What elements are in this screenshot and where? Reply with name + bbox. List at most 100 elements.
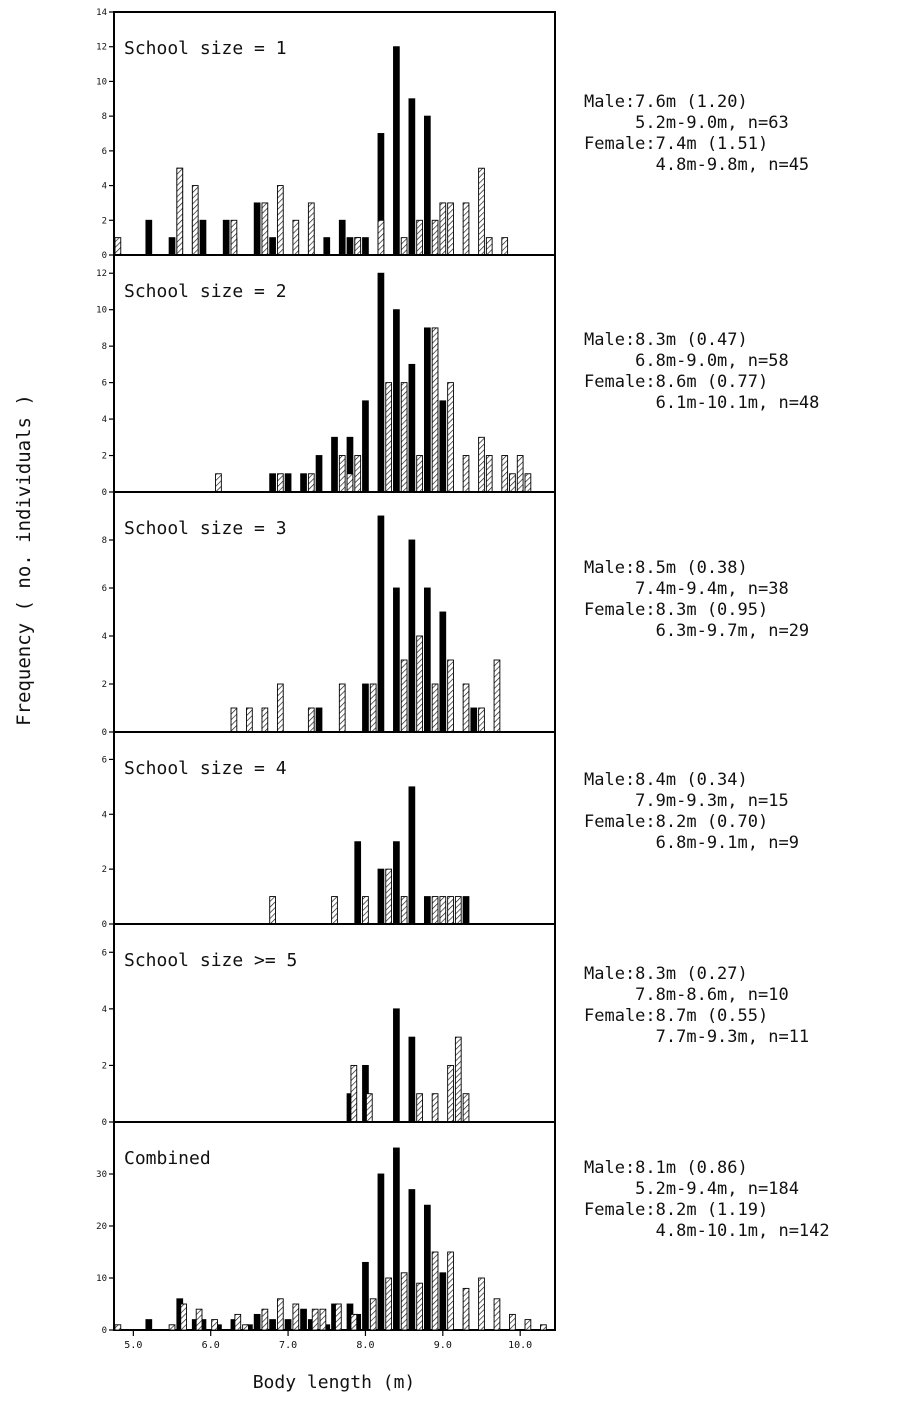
bar-female — [416, 635, 423, 733]
bar-male — [284, 1319, 292, 1331]
stats-line: Male:8.5m (0.38) — [584, 558, 748, 578]
stats-line: 7.8m-8.6m, n=10 — [584, 985, 789, 1005]
bar-female — [350, 1313, 358, 1331]
bar-female — [416, 219, 423, 256]
bar-male — [393, 841, 400, 925]
y-tick-label: 4 — [102, 415, 107, 425]
y-tick-label: 20 — [96, 1222, 107, 1232]
bar-female — [454, 1036, 462, 1123]
bar-female — [191, 185, 199, 256]
bar-male — [300, 1308, 307, 1331]
y-tick-label: 6 — [102, 948, 107, 958]
stats-line: Female:8.3m (0.95) — [584, 600, 769, 620]
bar-male — [408, 1189, 416, 1331]
bar-female — [385, 382, 393, 493]
stats-line: Male:8.3m (0.27) — [584, 964, 748, 984]
bar-male — [393, 46, 400, 256]
bar-female — [307, 473, 315, 493]
bar-female — [354, 455, 362, 493]
bar-female — [311, 1308, 319, 1331]
bar-female — [478, 1277, 485, 1331]
y-tick-label: 2 — [102, 680, 107, 690]
bar-male — [377, 1173, 385, 1331]
y-tick-label: 0 — [102, 251, 107, 261]
bar-male — [393, 587, 400, 733]
y-tick-label: 2 — [102, 216, 107, 226]
y-tick-label: 0 — [102, 728, 107, 738]
bar-female — [331, 896, 338, 925]
stats-line: 6.1m-10.1m, n=48 — [584, 393, 820, 413]
bar-male — [362, 1261, 369, 1331]
bar-female — [215, 473, 222, 493]
bar-male — [331, 436, 338, 493]
bar-female — [369, 683, 377, 733]
bar-female — [431, 896, 439, 925]
bar-female — [400, 896, 408, 925]
bar-female — [319, 1308, 327, 1331]
bar-female — [400, 382, 408, 493]
bar-male — [354, 841, 362, 925]
bar-male — [393, 1147, 400, 1331]
y-tick-label: 12 — [96, 269, 107, 279]
y-tick-label: 6 — [102, 147, 107, 157]
bar-male — [269, 473, 276, 493]
panel-title: School size = 3 — [124, 518, 287, 539]
bar-female — [447, 1251, 454, 1331]
bar-male — [408, 1036, 416, 1123]
bar-female — [416, 455, 423, 493]
bar-female — [431, 1093, 439, 1123]
stats-line: 6.8m-9.1m, n=9 — [584, 833, 799, 853]
stats-line: Male:8.3m (0.47) — [584, 330, 748, 350]
bar-female — [365, 1093, 373, 1123]
stats-line: 7.9m-9.3m, n=15 — [584, 791, 789, 811]
bar-female — [447, 1064, 454, 1123]
bar-female — [478, 436, 485, 493]
bar-female — [234, 1313, 242, 1331]
bar-female — [269, 896, 276, 925]
bar-male — [323, 237, 331, 256]
y-tick-label: 10 — [96, 306, 107, 316]
y-tick-label: 4 — [102, 182, 107, 192]
bar-female — [307, 202, 315, 256]
bar-female — [180, 1303, 187, 1331]
bar-female — [516, 455, 524, 493]
bar-male — [439, 1272, 447, 1331]
y-tick-label: 6 — [102, 584, 107, 594]
bar-male — [362, 683, 369, 733]
bar-female — [439, 202, 447, 256]
bar-female — [246, 707, 253, 733]
bar-male — [377, 515, 385, 733]
x-axis-label: Body length (m) — [252, 1372, 416, 1393]
bar-female — [338, 683, 346, 733]
bar-female — [439, 896, 447, 925]
bar-female — [447, 382, 454, 493]
panel-stats: Male:7.6m (1.20) 5.2m-9.0m, n=63 Female:7… — [584, 92, 809, 176]
bar-male — [462, 896, 470, 925]
y-tick-label: 4 — [102, 1005, 107, 1015]
bar-male — [423, 1204, 431, 1331]
bar-male — [362, 400, 369, 493]
bar-male — [284, 473, 292, 493]
panel-4: 0 2 4 6 School size = 4 — [102, 731, 556, 930]
stats-line: 5.2m-9.0m, n=63 — [584, 113, 789, 133]
stats-line: Male:8.1m (0.86) — [584, 1158, 748, 1178]
y-tick-label: 2 — [102, 1061, 107, 1071]
x-tick-label: 6.0 — [202, 1340, 220, 1351]
stats-line: Female:8.6m (0.77) — [584, 372, 769, 392]
y-tick-label: 8 — [102, 112, 107, 122]
bar-male — [269, 1319, 276, 1331]
bar-male — [222, 219, 230, 256]
bar-male — [377, 272, 385, 493]
bar-female — [292, 1303, 300, 1331]
bar-female — [195, 1308, 203, 1331]
bar-male — [408, 363, 416, 493]
bar-female — [276, 185, 284, 256]
y-tick-label: 4 — [102, 810, 107, 820]
stats-line: 7.4m-9.4m, n=38 — [584, 579, 789, 599]
x-tick-label: 9.0 — [434, 1340, 452, 1351]
bar-female — [501, 455, 509, 493]
bar-female — [431, 219, 439, 256]
panel-stats: Male:8.1m (0.86) 5.2m-9.4m, n=184 Female:… — [584, 1158, 830, 1242]
y-tick-label: 10 — [96, 77, 107, 87]
panel-stats: Male:8.3m (0.47) 6.8m-9.0m, n=58 Female:8… — [584, 330, 819, 414]
